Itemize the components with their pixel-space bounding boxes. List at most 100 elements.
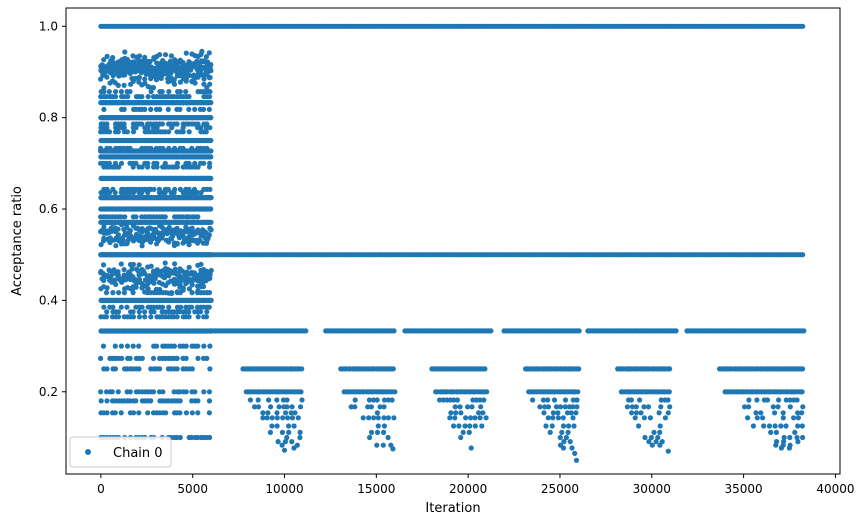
data-point [483, 415, 489, 421]
data-point [103, 314, 110, 320]
data-point [557, 404, 564, 410]
data-point [180, 129, 186, 135]
data-point [768, 429, 774, 435]
data-point [570, 404, 576, 410]
data-point [174, 366, 180, 372]
data-point [391, 328, 397, 334]
data-point [166, 72, 172, 78]
data-point [188, 64, 195, 70]
data-point [118, 89, 124, 95]
data-point [758, 410, 764, 416]
data-point [208, 219, 214, 225]
data-point [162, 52, 169, 58]
data-point [178, 304, 184, 310]
y-tick-label: 1.0 [39, 19, 58, 33]
data-point [100, 262, 107, 268]
data-point [118, 304, 124, 310]
data-point [792, 429, 798, 435]
data-point [197, 309, 204, 315]
data-point [208, 137, 214, 144]
data-point [101, 57, 107, 63]
data-point [145, 190, 151, 196]
data-point [154, 241, 160, 247]
data-point [174, 121, 180, 127]
data-point [468, 445, 474, 451]
data-point [374, 442, 380, 448]
data-point [260, 410, 266, 416]
data-point [148, 239, 154, 245]
data-point [130, 309, 136, 315]
data-point [557, 434, 563, 441]
data-point [162, 160, 168, 166]
data-point [207, 366, 213, 372]
data-point [572, 450, 578, 456]
data-point [799, 410, 805, 416]
data-point [130, 190, 137, 196]
data-point [161, 60, 167, 66]
data-point [281, 447, 288, 453]
data-point [778, 423, 784, 429]
data-point [657, 429, 663, 435]
data-point [186, 72, 192, 78]
data-point [764, 397, 771, 403]
data-point [180, 72, 186, 78]
data-point [385, 434, 391, 441]
data-point [201, 81, 207, 87]
data-point [633, 404, 639, 410]
data-point [298, 389, 304, 395]
data-point [157, 52, 163, 58]
data-point [136, 410, 142, 416]
data-point [447, 415, 453, 421]
data-point [151, 280, 157, 286]
data-point [468, 415, 474, 421]
data-point [288, 410, 294, 416]
data-point [276, 404, 282, 410]
data-point [127, 389, 133, 395]
data-point [130, 314, 137, 320]
data-point [174, 241, 180, 247]
data-point [142, 106, 148, 112]
data-point [454, 397, 460, 403]
x-tick-label: 40000 [816, 482, 854, 496]
data-point [480, 410, 486, 416]
data-point [177, 79, 183, 85]
data-point [368, 404, 374, 410]
data-point [352, 404, 358, 410]
data-point [198, 284, 204, 290]
data-point [265, 410, 271, 416]
data-point [570, 397, 576, 403]
data-point [106, 160, 112, 166]
data-point [133, 125, 139, 131]
data-point [203, 240, 210, 246]
data-point [189, 304, 195, 310]
data-point [452, 415, 458, 421]
data-point [159, 89, 165, 95]
data-point [154, 343, 160, 349]
data-point [204, 309, 210, 315]
data-point [145, 125, 151, 131]
data-point [119, 355, 125, 361]
data-point [207, 89, 213, 95]
data-point [103, 389, 110, 395]
data-point [142, 54, 148, 60]
data-point [479, 423, 485, 429]
data-point [367, 434, 373, 441]
data-point [783, 423, 789, 429]
data-point [195, 214, 201, 220]
data-point [564, 410, 571, 416]
data-point [269, 423, 275, 429]
data-point [121, 232, 127, 238]
data-point [297, 429, 303, 435]
data-point [385, 415, 391, 421]
data-point [284, 397, 290, 403]
data-point [568, 410, 574, 416]
data-point [206, 398, 213, 404]
data-point [106, 190, 113, 196]
data-point [390, 446, 396, 452]
data-point [98, 242, 104, 248]
data-point [274, 410, 280, 416]
data-point [145, 280, 151, 287]
data-point [186, 309, 192, 315]
legend: Chain 0 [69, 436, 172, 468]
data-point [570, 415, 576, 421]
